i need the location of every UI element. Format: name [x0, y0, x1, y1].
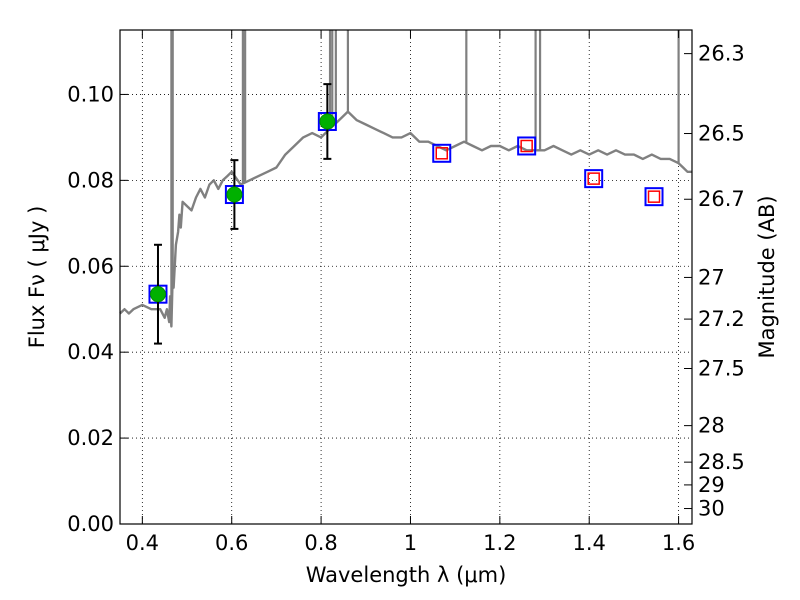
right-axis-label: Magnitude (AB): [755, 195, 779, 358]
model-point-square: [517, 136, 537, 156]
x-tick-label: 0.6: [215, 531, 248, 555]
right-tick-label: 26.7: [698, 187, 745, 211]
model-point-square: [584, 169, 604, 189]
model-point-square: [644, 187, 664, 207]
y-tick-label: 0.04: [67, 340, 114, 364]
y-tick-label: 0.08: [67, 168, 114, 192]
x-tick-label: 1.2: [483, 531, 516, 555]
sed-spectrum-line: [119, 110, 692, 328]
x-tick-label: 1.6: [662, 531, 695, 555]
right-tick-label: 27: [698, 265, 725, 289]
right-tick-label: 30: [698, 497, 725, 521]
tick-layer: 0.4 0.6 0.8 1 1.2 1.4 1.6 0.00 0.02 0.04 0.06 0.08 0…: [67, 30, 745, 555]
upper-limit-square: [520, 139, 533, 153]
right-tick-label: 28: [698, 414, 725, 438]
x-tick-label: 0.8: [304, 531, 337, 555]
x-tick-label: 0.4: [126, 531, 159, 555]
x-tick-label: 1.4: [573, 531, 606, 555]
right-tick-label: 26.5: [698, 122, 745, 146]
plot-background: [120, 30, 692, 524]
observed-point: [226, 186, 243, 203]
upper-limit-square: [647, 190, 661, 203]
y-tick-label: 0.06: [67, 254, 114, 278]
x-axis-label: Wavelength λ (μm): [306, 563, 507, 587]
upper-limit-square: [587, 172, 600, 185]
right-tick-label: 27.2: [698, 307, 745, 331]
right-tick-label: 27.5: [698, 356, 745, 380]
right-tick-label: 29: [698, 473, 725, 497]
observed-point: [319, 113, 336, 130]
y-tick-label: 0.00: [67, 512, 114, 536]
observed-point: [149, 286, 166, 303]
marker-layer: [148, 83, 664, 345]
model-point-square: [432, 143, 452, 163]
x-tick-label: 1: [404, 531, 417, 555]
upper-limit-square: [435, 147, 448, 160]
y-tick-label: 0.02: [67, 426, 114, 450]
y-axis-label: Flux Fν ( μJy ): [25, 206, 49, 349]
right-tick-label: 26.3: [698, 42, 745, 66]
y-tick-label: 0.10: [67, 82, 114, 106]
right-tick-label: 28.5: [698, 450, 745, 474]
spectrum-layer: [119, 30, 692, 328]
